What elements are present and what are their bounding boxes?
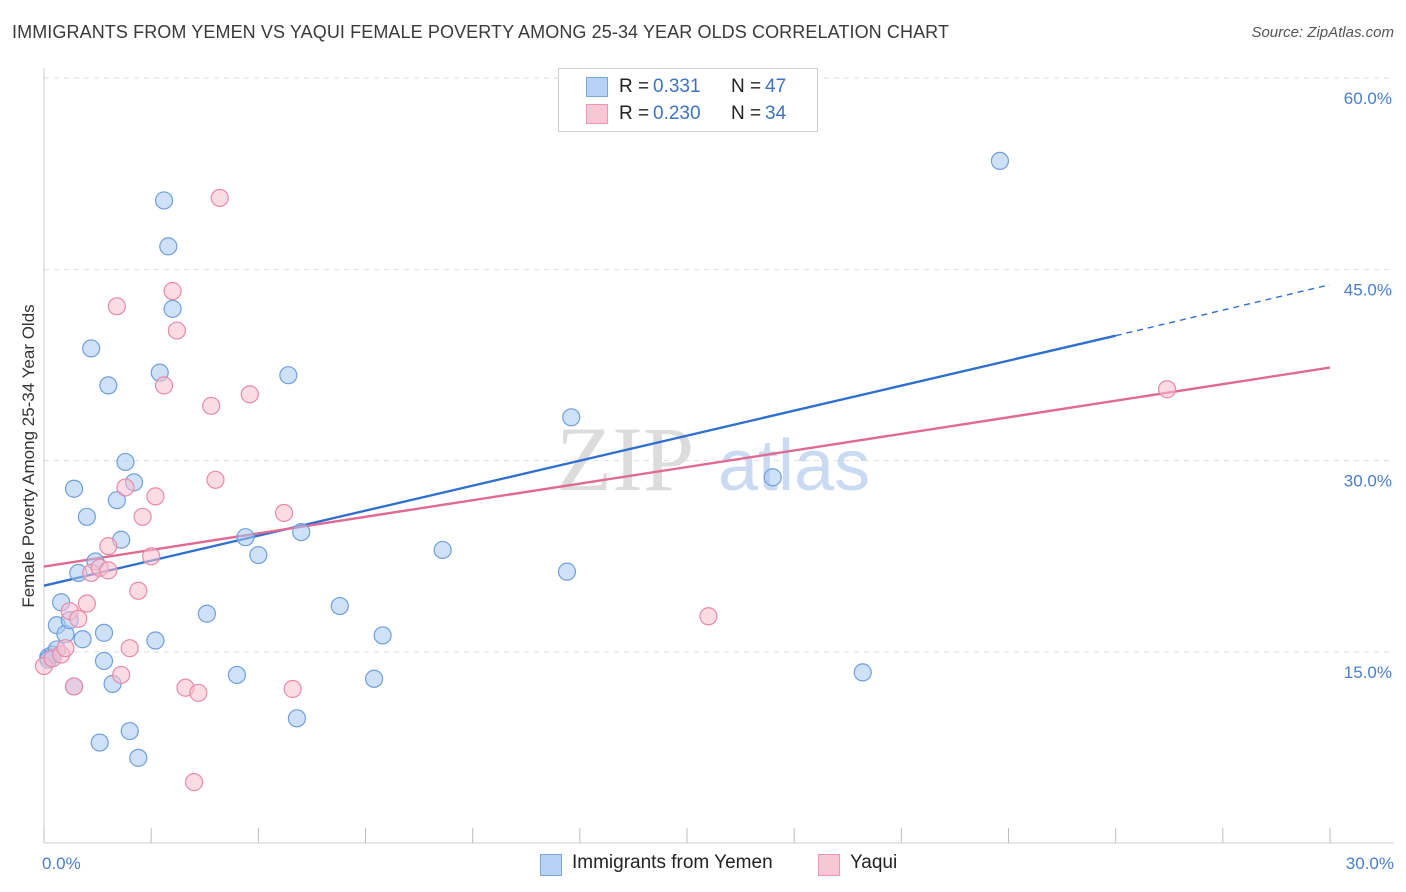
yemen-point bbox=[364, 669, 384, 688]
legend-r-value: 0.331 bbox=[653, 76, 701, 97]
yaqui-point bbox=[142, 547, 161, 566]
yaqui-point bbox=[120, 639, 139, 658]
yemen-point bbox=[287, 709, 307, 728]
x-tick-label: 30.0% bbox=[1346, 854, 1394, 873]
yemen-point bbox=[249, 545, 268, 565]
series-swatch-yemen bbox=[540, 854, 562, 876]
yaqui-point bbox=[283, 679, 302, 699]
legend-swatch-yaqui bbox=[586, 104, 608, 124]
yaqui-point bbox=[112, 665, 131, 685]
yaqui-point bbox=[274, 503, 294, 523]
yemen-point bbox=[159, 237, 178, 256]
yaqui-point bbox=[99, 561, 118, 580]
yemen-point bbox=[197, 604, 216, 623]
axis-labels: Female Poverty Among 25-34 Year Olds 15.… bbox=[19, 89, 1394, 873]
yaqui-point bbox=[210, 188, 229, 208]
yaqui-point bbox=[699, 607, 718, 626]
yaqui-point bbox=[56, 639, 75, 658]
legend-r-label: R = bbox=[619, 103, 650, 124]
series-label-yaqui: Yaqui bbox=[850, 852, 898, 873]
legend-r-value: 0.230 bbox=[653, 103, 701, 124]
yaqui-point bbox=[77, 594, 96, 613]
yaqui-point bbox=[99, 537, 118, 556]
chart-title: IMMIGRANTS FROM YEMEN VS YAQUI FEMALE PO… bbox=[12, 22, 950, 42]
series-yaqui-points bbox=[34, 188, 1177, 792]
yemen-point bbox=[853, 663, 872, 682]
yemen-point bbox=[433, 540, 452, 560]
legend-n-value: 47 bbox=[765, 76, 787, 97]
y-tick-label: 60.0% bbox=[1344, 89, 1392, 108]
yemen-point bbox=[129, 748, 148, 767]
yemen-point bbox=[763, 468, 782, 487]
yemen-point bbox=[90, 733, 109, 752]
yaqui-point bbox=[116, 478, 135, 497]
yemen-point bbox=[562, 408, 581, 427]
grid-lines bbox=[44, 77, 1394, 653]
yaqui-point bbox=[1158, 380, 1177, 399]
yaqui-trend-line bbox=[43, 366, 1331, 568]
legend-n-label: N = bbox=[731, 103, 762, 124]
data-points bbox=[34, 151, 1177, 792]
yemen-point bbox=[94, 623, 114, 642]
yaqui-point bbox=[189, 683, 208, 702]
series-label-yemen: Immigrants from Yemen bbox=[572, 852, 773, 873]
yemen-point bbox=[279, 366, 298, 385]
watermark: ZIP atlas bbox=[556, 408, 870, 510]
yaqui-point bbox=[184, 773, 204, 792]
yaqui-point bbox=[206, 470, 225, 489]
yemen-point bbox=[163, 299, 182, 318]
yemen-point bbox=[94, 651, 114, 671]
y-tick-label: 45.0% bbox=[1344, 280, 1392, 299]
yaqui-point bbox=[154, 376, 174, 395]
yemen-point bbox=[116, 452, 135, 472]
yemen-point bbox=[120, 721, 139, 741]
yaqui-point bbox=[129, 581, 148, 600]
yaqui-point bbox=[107, 297, 126, 316]
watermark-atlas: atlas bbox=[718, 426, 870, 506]
yaqui-point bbox=[69, 609, 88, 628]
y-tick-label: 15.0% bbox=[1344, 663, 1392, 682]
yemen-trend-extension bbox=[1115, 283, 1331, 337]
yemen-point bbox=[330, 596, 349, 616]
yemen-point bbox=[77, 507, 96, 526]
yemen-point bbox=[236, 528, 255, 547]
yemen-point bbox=[64, 479, 84, 498]
yemen-point bbox=[82, 339, 101, 358]
watermark-zip: ZIP bbox=[556, 408, 694, 510]
yaqui-point bbox=[167, 321, 186, 340]
legend-swatch-yemen bbox=[586, 77, 608, 97]
source-credit: Source: ZipAtlas.com bbox=[1251, 24, 1394, 41]
yemen-trend-line bbox=[43, 334, 1116, 587]
yemen-point bbox=[154, 191, 174, 210]
series-swatch-yaqui bbox=[818, 854, 840, 876]
yaqui-point bbox=[133, 507, 152, 526]
yemen-point bbox=[146, 631, 165, 650]
yaqui-point bbox=[240, 385, 259, 404]
yemen-point bbox=[292, 522, 311, 542]
yemen-point bbox=[990, 151, 1010, 171]
y-tick-label: 30.0% bbox=[1344, 472, 1392, 491]
axes bbox=[43, 68, 1394, 844]
yemen-point bbox=[99, 376, 118, 395]
x-tick-label: 0.0% bbox=[42, 854, 81, 873]
yemen-point bbox=[73, 630, 92, 649]
yemen-point bbox=[107, 491, 126, 510]
yaqui-point bbox=[202, 396, 221, 415]
correlation-legend: R = 0.331 N = 47 R = 0.230 N = 34 bbox=[558, 68, 818, 132]
legend-n-value: 34 bbox=[765, 103, 787, 124]
yemen-point bbox=[557, 562, 577, 581]
yaqui-point bbox=[146, 487, 165, 506]
trend-lines bbox=[43, 283, 1331, 587]
series-yemen-points bbox=[39, 151, 1010, 767]
y-axis-title: Female Poverty Among 25-34 Year Olds bbox=[19, 304, 38, 607]
yemen-point bbox=[227, 665, 246, 685]
legend-r-label: R = bbox=[619, 76, 650, 97]
yemen-point bbox=[373, 626, 392, 645]
legend-n-label: N = bbox=[731, 76, 762, 97]
yaqui-point bbox=[163, 281, 182, 301]
yaqui-point bbox=[64, 677, 84, 696]
